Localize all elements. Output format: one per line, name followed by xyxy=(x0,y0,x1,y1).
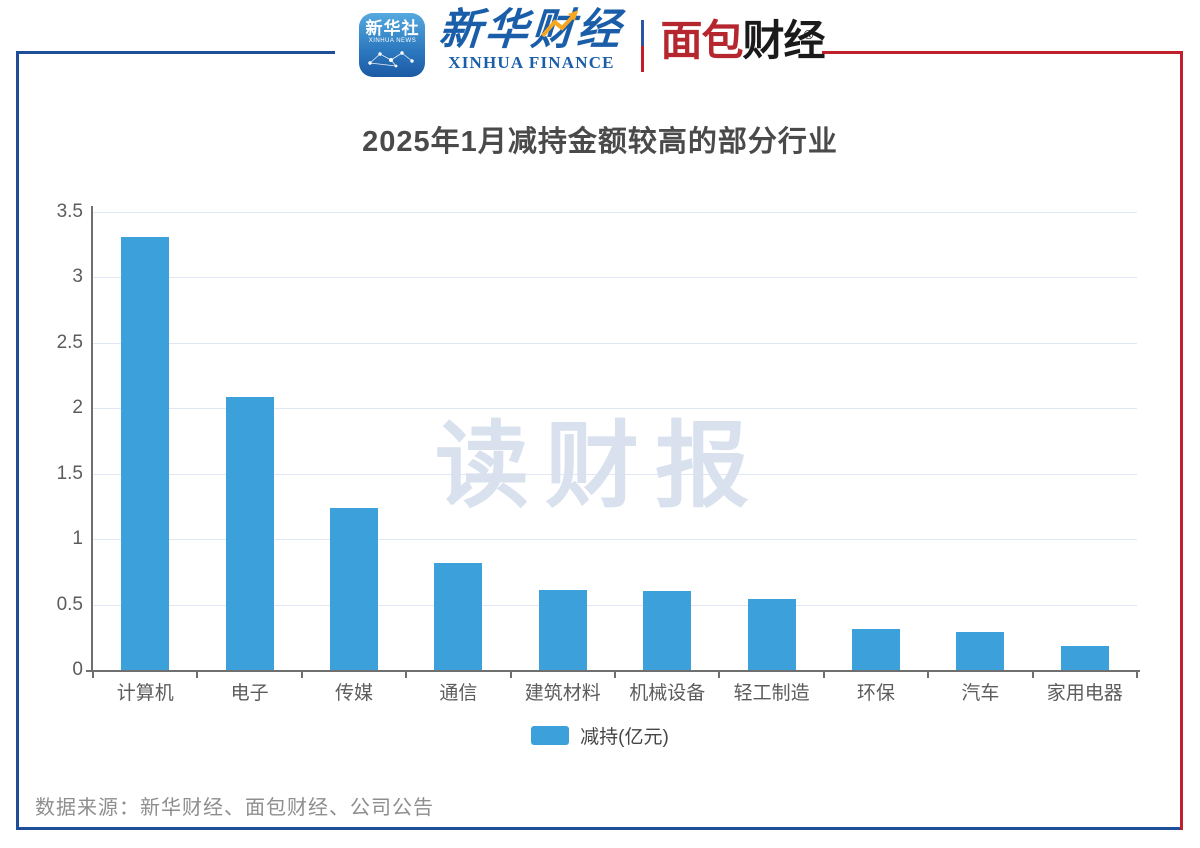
xinhua-finance-logo: 新华财经 XINHUA FINANCE xyxy=(437,6,626,73)
gridline xyxy=(93,277,1137,279)
x-axis-category-label: 电子 xyxy=(230,683,269,704)
gridline xyxy=(93,473,1137,475)
bar xyxy=(434,562,483,670)
x-axis-tick xyxy=(927,672,930,678)
x-axis-line xyxy=(86,670,1140,672)
network-nodes-icon xyxy=(368,51,415,68)
legend-label: 减持(亿元) xyxy=(580,727,669,748)
legend-swatch xyxy=(531,726,570,745)
x-axis-tick xyxy=(1136,672,1138,678)
trend-arrow-icon xyxy=(541,10,579,38)
xinhua-finance-cn: 新华财经 xyxy=(437,6,626,54)
bar xyxy=(538,590,587,670)
xinhua-news-app-icon: 新华社 XINHUA NEWS xyxy=(359,13,426,77)
x-axis-tick xyxy=(822,672,825,678)
frame-left-line xyxy=(16,51,19,830)
chart-title: 2025年1月减持金额较高的部分行业 xyxy=(362,126,838,158)
bread-finance-cn-red: 面包 xyxy=(660,17,743,64)
frame-right-line xyxy=(1180,51,1183,830)
x-axis-category-label: 建筑材料 xyxy=(524,683,601,704)
bar xyxy=(225,396,274,670)
bar xyxy=(643,591,692,670)
y-axis-tick-label: 0.5 xyxy=(56,593,83,615)
gridline xyxy=(93,408,1137,410)
bread-finance-logo: 面包财经 ® xyxy=(660,18,840,64)
x-axis-tick xyxy=(300,672,303,678)
header-logos: 新华社 XINHUA NEWS 新华财经 xyxy=(0,6,1200,77)
xinhua-news-app-en: XINHUA NEWS xyxy=(368,38,417,44)
frame-bottom-line xyxy=(16,827,1183,830)
data-source: 数据来源：新华财经、面包财经、公司公告 xyxy=(35,797,434,819)
xinhua-finance-en: XINHUA FINANCE xyxy=(448,53,615,72)
bar xyxy=(956,632,1005,670)
bread-finance-cn-black: 财经 xyxy=(742,17,826,64)
frame-top-right-line xyxy=(822,51,1183,54)
gridline xyxy=(93,539,1137,541)
gridline xyxy=(93,342,1137,344)
y-axis-tick-label: 3 xyxy=(72,266,83,288)
bar xyxy=(121,236,170,670)
bar xyxy=(1060,646,1109,670)
x-axis-tick xyxy=(405,672,408,678)
registered-mark: ® xyxy=(803,27,814,42)
y-axis-tick-label: 2.5 xyxy=(56,331,83,353)
bar xyxy=(852,629,900,670)
x-axis-category-label: 汽车 xyxy=(961,683,1000,704)
x-axis-tick xyxy=(92,672,94,678)
x-axis-category-label: 轻工制造 xyxy=(733,683,810,704)
x-axis-tick xyxy=(718,672,721,678)
x-axis-category-label: 机械设备 xyxy=(629,683,706,704)
x-axis-category-label: 环保 xyxy=(856,683,895,704)
x-axis-tick xyxy=(196,672,199,678)
y-axis-line xyxy=(91,206,93,672)
y-axis-tick-label: 3.5 xyxy=(56,201,83,222)
gridline xyxy=(93,604,1137,606)
x-axis-category-label: 通信 xyxy=(439,683,478,704)
x-axis-category-label: 家用电器 xyxy=(1046,683,1123,704)
legend: 减持(亿元) xyxy=(0,722,1200,749)
logo-divider xyxy=(641,20,645,72)
xinhua-news-app-cn: 新华社 xyxy=(365,19,420,38)
y-axis-tick-label: 1.5 xyxy=(56,462,83,484)
x-axis-category-label: 传媒 xyxy=(334,683,373,704)
frame-top-left-line xyxy=(16,51,335,54)
gridline xyxy=(93,212,1137,213)
bar xyxy=(330,507,378,670)
x-axis-tick xyxy=(614,672,616,678)
y-axis-tick-label: 1 xyxy=(72,528,83,550)
x-axis-tick xyxy=(509,672,512,678)
x-axis-tick xyxy=(1031,672,1034,678)
y-axis-tick-label: 2 xyxy=(72,397,83,419)
y-axis-tick-label: 0 xyxy=(72,659,83,680)
x-axis-category-label: 计算机 xyxy=(116,683,174,704)
bar xyxy=(747,599,796,670)
